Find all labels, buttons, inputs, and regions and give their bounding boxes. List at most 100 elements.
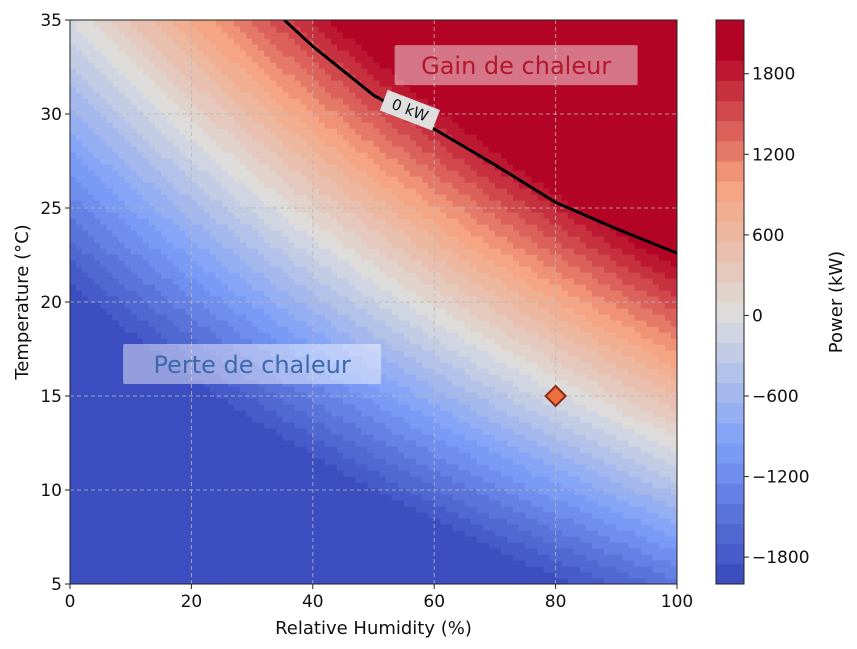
contour-cell — [598, 536, 605, 543]
contour-cell — [118, 410, 126, 417]
contour-cell — [403, 476, 411, 483]
contour-cell — [567, 374, 575, 381]
contour-cell — [610, 302, 617, 309]
contour-cell — [300, 368, 308, 375]
contour-cell — [288, 458, 296, 465]
contour-cell — [100, 506, 108, 513]
contour-cell — [415, 344, 423, 351]
contour-cell — [482, 452, 490, 459]
contour-cell — [616, 410, 623, 417]
contour-cell — [622, 302, 630, 309]
contour-cell — [415, 368, 423, 375]
contour-cell — [531, 386, 538, 393]
contour-cell — [658, 308, 666, 315]
contour-cell — [349, 410, 356, 417]
contour-cell — [561, 458, 569, 465]
contour-cell — [513, 302, 520, 309]
contour-cell — [215, 536, 223, 543]
contour-cell — [331, 368, 338, 375]
contour-cell — [167, 416, 174, 423]
contour-cell — [403, 488, 411, 495]
contour-cell — [646, 434, 654, 441]
contour-cell — [221, 446, 229, 453]
contour-cell — [543, 536, 551, 543]
contour-cell — [440, 422, 447, 429]
contour-cell — [367, 560, 375, 567]
contour-cell — [239, 560, 247, 567]
contour-cell — [148, 404, 156, 411]
contour-cell — [239, 440, 247, 447]
contour-cell — [628, 464, 636, 471]
contour-cell — [500, 566, 508, 573]
contour-cell — [379, 518, 387, 525]
contour-cell — [391, 356, 399, 363]
contour-cell — [349, 332, 356, 339]
contour-cell — [185, 392, 192, 399]
contour-cell — [246, 296, 253, 303]
contour-cell — [458, 536, 466, 543]
contour-cell — [270, 338, 277, 345]
contour-cell — [306, 554, 314, 561]
contour-cell — [361, 500, 369, 507]
contour-cell — [154, 308, 162, 315]
contour-cell — [197, 290, 205, 297]
contour-cell — [361, 560, 369, 567]
contour-cell — [513, 566, 520, 573]
contour-cell — [343, 296, 350, 303]
contour-cell — [664, 494, 672, 501]
contour-cell — [494, 500, 502, 507]
contour-cell — [537, 320, 545, 327]
contour-cell — [458, 488, 466, 495]
contour-cell — [209, 500, 217, 507]
contour-cell — [355, 494, 362, 501]
contour-cell — [88, 560, 95, 567]
contour-cell — [252, 548, 259, 555]
contour-cell — [531, 506, 538, 513]
contour-cell — [379, 296, 387, 303]
contour-cell — [76, 320, 83, 327]
contour-cell — [464, 332, 472, 339]
contour-cell — [221, 548, 229, 555]
contour-cell — [209, 332, 217, 339]
contour-cell — [385, 542, 393, 549]
contour-cell — [349, 446, 356, 453]
contour-cell — [167, 548, 174, 555]
contour-cell — [355, 440, 362, 447]
contour-cell — [282, 320, 290, 327]
contour-cell — [227, 410, 235, 417]
contour-cell — [458, 296, 466, 303]
contour-cell — [549, 554, 557, 561]
contour-cell — [246, 494, 253, 501]
contour-cell — [70, 416, 77, 423]
contour-cell — [670, 332, 677, 339]
contour-cell — [118, 344, 126, 351]
contour-cell — [167, 296, 174, 303]
contour-cell — [598, 404, 605, 411]
contour-cell — [136, 362, 144, 369]
contour-cell — [142, 542, 150, 549]
contour-cell — [288, 356, 296, 363]
contour-cell — [573, 302, 581, 309]
contour-cell — [610, 392, 617, 399]
contour-cell — [331, 290, 338, 297]
contour-cell — [549, 542, 557, 549]
contour-cell — [355, 296, 362, 303]
contour-cell — [276, 566, 284, 573]
contour-cell — [197, 536, 205, 543]
contour-cell — [124, 434, 132, 441]
contour-cell — [106, 464, 114, 471]
contour-cell — [616, 314, 623, 321]
contour-cell — [209, 392, 217, 399]
contour-cell — [604, 362, 611, 369]
contour-cell — [100, 500, 108, 507]
contour-cell — [494, 578, 502, 584]
contour-cell — [306, 464, 314, 471]
contour-cell — [112, 512, 120, 519]
contour-cell — [567, 542, 575, 549]
contour-cell — [246, 524, 253, 531]
contour-cell — [422, 470, 429, 477]
contour-cell — [470, 296, 478, 303]
contour-cell — [500, 542, 508, 549]
contour-cell — [142, 548, 150, 555]
contour-cell — [276, 464, 284, 471]
